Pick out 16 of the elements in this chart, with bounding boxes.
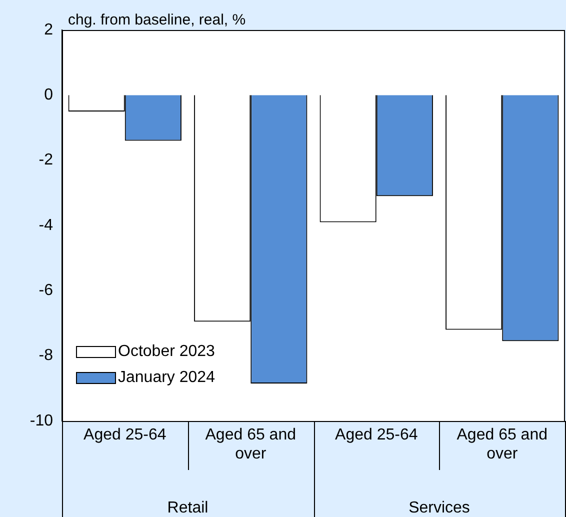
series-label: October 2023 — [118, 343, 215, 361]
y-axis-title: chg. from baseline, real, % — [68, 12, 246, 29]
y-tick-label: 0 — [44, 86, 54, 104]
y-tick-label: -8 — [38, 347, 54, 364]
x-tick-label: Aged 65 and over — [456, 426, 548, 462]
y-tick-label: 2 — [44, 21, 54, 38]
y-tick-label: -6 — [38, 282, 54, 300]
text: Services — [408, 499, 470, 516]
y-tick-label: -10 — [30, 412, 54, 430]
x-tick-label: Aged 65 and over — [205, 426, 296, 462]
x-tick-label: Aged 25-64 — [84, 426, 166, 444]
y-tick-label: -4 — [38, 216, 54, 234]
legend-label: January 2024 — [118, 369, 215, 387]
x-tick-label: Aged 25-64 — [335, 426, 418, 444]
text: Retail — [167, 499, 208, 516]
y-tick-label: -2 — [38, 152, 54, 169]
